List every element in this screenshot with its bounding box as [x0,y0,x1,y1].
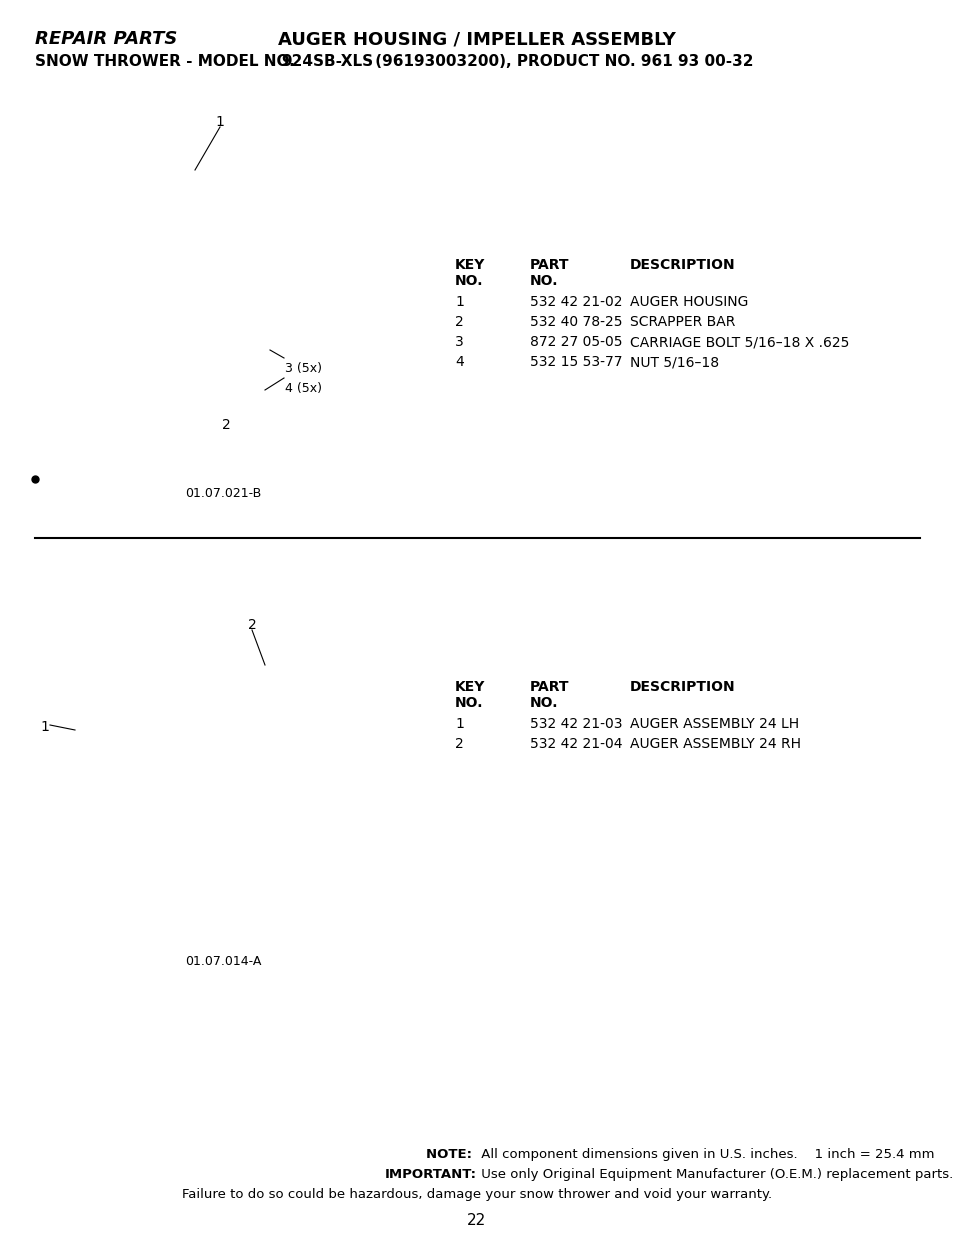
Text: Use only Original Equipment Manufacturer (O.E.M.) replacement parts.: Use only Original Equipment Manufacturer… [476,1168,952,1181]
Text: 01.07.014-A: 01.07.014-A [185,955,261,968]
Text: All component dimensions given in U.S. inches.    1 inch = 25.4 mm: All component dimensions given in U.S. i… [476,1149,934,1161]
Text: KEY
NO.: KEY NO. [455,258,485,288]
Text: DESCRIPTION: DESCRIPTION [629,680,735,694]
Text: SCRAPPER BAR: SCRAPPER BAR [629,315,735,329]
Text: 01.07.021-B: 01.07.021-B [185,487,261,500]
Text: 3: 3 [455,335,463,350]
Text: PART
NO.: PART NO. [530,680,569,710]
Text: AUGER HOUSING / IMPELLER ASSEMBLY: AUGER HOUSING / IMPELLER ASSEMBLY [277,30,676,48]
Text: DESCRIPTION: DESCRIPTION [629,258,735,272]
Text: REPAIR PARTS: REPAIR PARTS [35,30,177,48]
Text: 532 42 21-02: 532 42 21-02 [530,295,622,309]
Text: 2: 2 [248,618,256,632]
Text: CARRIAGE BOLT 5/16–18 X .625: CARRIAGE BOLT 5/16–18 X .625 [629,335,848,350]
Text: 3 (5x): 3 (5x) [285,362,322,375]
Text: NOTE:: NOTE: [426,1149,476,1161]
Text: 532 42 21-03: 532 42 21-03 [530,718,622,731]
Text: 22: 22 [467,1213,486,1228]
Text: 872 27 05-05: 872 27 05-05 [530,335,622,350]
Text: 2: 2 [455,315,463,329]
Text: AUGER ASSEMBLY 24 LH: AUGER ASSEMBLY 24 LH [629,718,799,731]
Text: 924SB-XLS: 924SB-XLS [281,54,373,69]
Text: AUGER ASSEMBLY 24 RH: AUGER ASSEMBLY 24 RH [629,737,801,751]
Text: Failure to do so could be hazardous, damage your snow thrower and void your warr: Failure to do so could be hazardous, dam… [182,1188,771,1200]
Text: 1: 1 [214,115,224,128]
Text: 4 (5x): 4 (5x) [285,382,322,395]
Text: 1: 1 [40,720,49,734]
Text: (96193003200), PRODUCT NO. 961 93 00-32: (96193003200), PRODUCT NO. 961 93 00-32 [370,54,753,69]
Text: IMPORTANT:: IMPORTANT: [385,1168,476,1181]
Text: 2: 2 [455,737,463,751]
Text: 532 15 53-77: 532 15 53-77 [530,354,622,369]
Text: SNOW THROWER - MODEL NO.: SNOW THROWER - MODEL NO. [35,54,299,69]
Text: PART
NO.: PART NO. [530,258,569,288]
Text: 4: 4 [455,354,463,369]
Text: 2: 2 [222,417,231,432]
Text: 1: 1 [455,295,463,309]
Text: 532 40 78-25: 532 40 78-25 [530,315,622,329]
Text: KEY
NO.: KEY NO. [455,680,485,710]
Text: NUT 5/16–18: NUT 5/16–18 [629,354,719,369]
Text: 1: 1 [455,718,463,731]
Text: AUGER HOUSING: AUGER HOUSING [629,295,747,309]
Text: 532 42 21-04: 532 42 21-04 [530,737,622,751]
